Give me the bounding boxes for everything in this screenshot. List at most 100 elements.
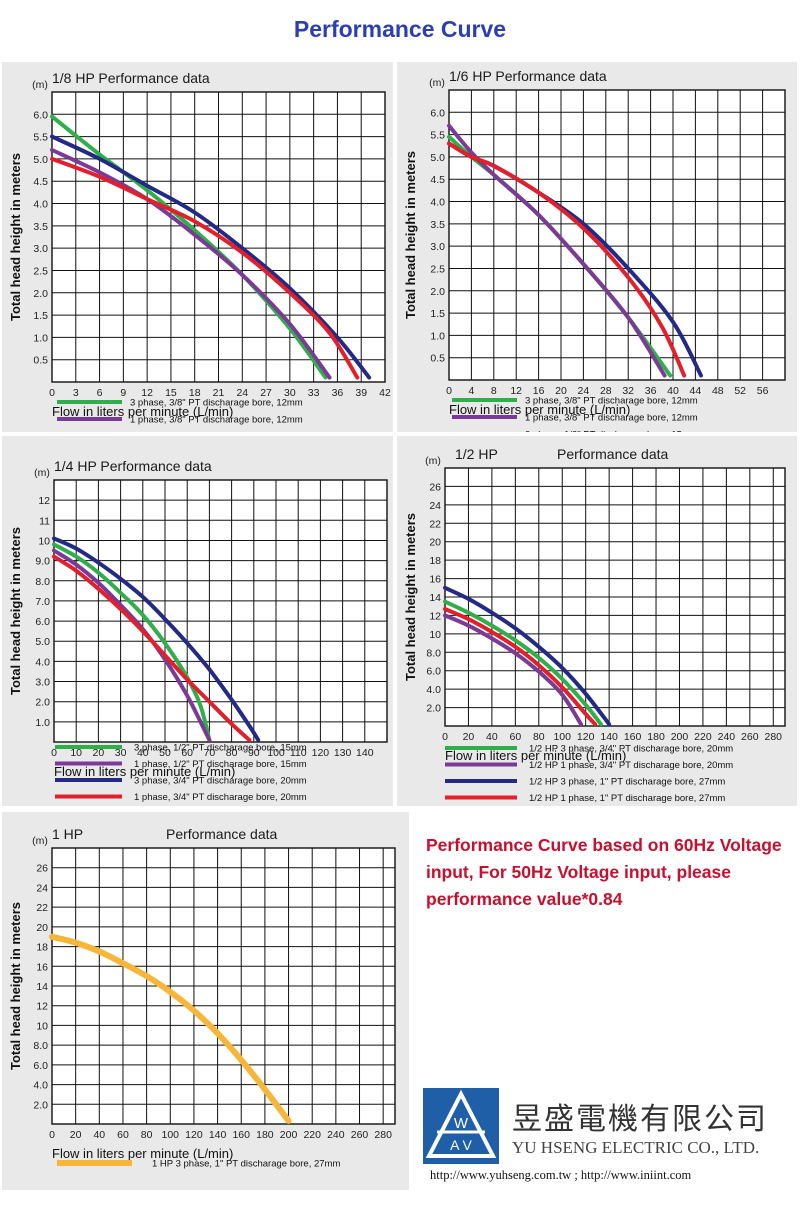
y-tick-label: 10 xyxy=(38,535,50,547)
y-tick-label: 5.0 xyxy=(35,636,50,648)
logo-letter-top: W xyxy=(454,1115,469,1132)
x-tick-label: 100 xyxy=(267,747,285,759)
y-tick-label: 2.5 xyxy=(33,265,48,277)
y-tick-label: 5.5 xyxy=(33,132,48,144)
chart-panel-one-hp: 0 20 40 60 80 100 120 140 160 180 200 220 240 260 280 2… xyxy=(2,812,409,1190)
x-tick-label: 120 xyxy=(185,1129,203,1141)
x-tick-label: 10 xyxy=(70,747,82,759)
x-tick-label: 100 xyxy=(553,731,571,743)
x-tick-label: 240 xyxy=(718,731,736,743)
x-axis-label: Flow in liters per minute (L/min) xyxy=(52,404,233,419)
y-tick-label: 1.0 xyxy=(35,717,50,729)
legend-label: 1/2 HP 3 phase, 3/4" PT discharage bore,… xyxy=(529,744,733,755)
y-tick-label: 4.5 xyxy=(430,174,445,186)
y-unit-label: (m) xyxy=(32,79,48,91)
x-tick-label: 280 xyxy=(374,1129,392,1141)
y-tick-label: 5.5 xyxy=(430,130,445,142)
x-tick-label: 220 xyxy=(694,731,712,743)
x-tick-label: 40 xyxy=(93,1129,105,1141)
x-tick-label: 140 xyxy=(600,731,618,743)
company-name-english: YU HSENG ELECTRIC CO., LTD. xyxy=(512,1138,760,1157)
y-tick-label: 22 xyxy=(36,902,48,914)
y-tick-label: 1.5 xyxy=(430,308,445,320)
chart-quarter-hp: 0 10 20 30 40 50 60 70 80 90 100 110 120 130 140 1.0 2.0… xyxy=(8,458,388,803)
grid xyxy=(448,90,785,380)
y-tick-label: 18 xyxy=(429,555,441,567)
y-tick-label: 3.0 xyxy=(430,241,445,253)
y-tick-label: 2.0 xyxy=(430,286,445,298)
x-tick-label: 220 xyxy=(303,1129,321,1141)
x-tick-label: 80 xyxy=(533,731,545,743)
y-tick-label: 20 xyxy=(429,537,441,549)
y-tick-label: 12 xyxy=(36,1001,48,1013)
y-unit-label: (m) xyxy=(429,77,445,89)
y-tick-label: 0.5 xyxy=(430,353,445,365)
y-tick-label: 4.5 xyxy=(33,176,48,188)
x-tick-label: 40 xyxy=(137,747,149,759)
x-tick-label: 200 xyxy=(671,731,689,743)
x-tick-label: 60 xyxy=(510,731,522,743)
y-tick-label: 1.5 xyxy=(33,310,48,322)
x-tick-label: 9 xyxy=(120,387,126,399)
voltage-note: Performance Curve based on 60Hz Voltage … xyxy=(426,835,782,909)
y-tick-label: 12 xyxy=(38,495,50,507)
y-axis-label: Total head height in meters xyxy=(403,513,418,681)
y-tick-label: 3.0 xyxy=(35,677,50,689)
x-tick-label: 80 xyxy=(226,747,238,759)
x-tick-label: 40 xyxy=(486,731,498,743)
y-tick-label: 3.0 xyxy=(33,243,48,255)
x-axis-label: Flow in liters per minute (L/min) xyxy=(54,764,235,779)
x-axis-label: Flow in liters per minute (L/min) xyxy=(52,1146,233,1161)
x-tick-label: 120 xyxy=(577,731,595,743)
x-tick-label: 56 xyxy=(757,385,769,397)
x-tick-label: 12 xyxy=(141,387,153,399)
x-tick-label: 140 xyxy=(209,1129,227,1141)
x-tick-label: 32 xyxy=(622,385,634,397)
y-tick-label: 10 xyxy=(429,629,441,641)
grid xyxy=(444,468,785,726)
company-urls: http://www.yuhseng.com.tw ; http://www.i… xyxy=(430,1168,692,1182)
legend-label: 1 phase, 1/2" PT discharage bore, 15mm xyxy=(134,759,307,770)
y-tick-label: 4.0 xyxy=(33,1080,48,1092)
x-tick-label: 110 xyxy=(290,747,307,759)
series-line xyxy=(443,607,598,727)
chart-sixth-hp: 0 4 8 12 16 20 24 28 32 36 40 44 48 52 560.51.01.52.02… xyxy=(403,68,786,432)
x-tick-label: 16 xyxy=(533,385,545,397)
series-line xyxy=(49,933,292,1124)
x-tick-label: 48 xyxy=(712,385,724,397)
y-tick-label: 6.0 xyxy=(33,1060,48,1072)
x-tick-label: 42 xyxy=(379,387,391,399)
y-tick-label: 4.0 xyxy=(430,197,445,209)
x-tick-label: 24 xyxy=(578,385,590,397)
y-tick-label: 4.0 xyxy=(426,684,441,696)
plot-area xyxy=(448,89,786,381)
chart-title: 1 HP xyxy=(52,826,83,842)
chart-title: 1/6 HP Performance data xyxy=(449,68,607,84)
company-logo: W A V xyxy=(423,1088,499,1164)
y-tick-label: 6.0 xyxy=(33,109,48,121)
chart-title: 1/8 HP Performance data xyxy=(52,70,210,86)
y-axis-label: Total head height in meters xyxy=(8,527,23,695)
x-tick-label: 36 xyxy=(645,385,657,397)
y-tick-label: 11 xyxy=(39,515,50,527)
logo-mark-icon: W A V xyxy=(425,1089,497,1158)
x-tick-label: 30 xyxy=(284,387,296,399)
y-tick-label: 1.0 xyxy=(33,332,48,344)
x-tick-label: 130 xyxy=(334,747,352,759)
x-tick-label: 0 xyxy=(446,385,452,397)
legend-label: 3 phase, 3/8" PT discharage bore, 12mm xyxy=(525,396,698,407)
y-tick-label: 9.0 xyxy=(35,556,50,568)
x-tick-label: 20 xyxy=(555,385,567,397)
x-tick-label: 140 xyxy=(356,747,374,759)
legend-label: 3 phase, 1/2" PT discharage bore, 15mm xyxy=(134,743,307,754)
x-tick-label: 90 xyxy=(248,747,260,759)
series-line xyxy=(50,148,332,380)
page-title: Performance Curve xyxy=(293,16,507,42)
y-tick-label: 26 xyxy=(36,863,48,875)
x-tick-label: 52 xyxy=(734,385,746,397)
y-tick-label: 2.0 xyxy=(33,1099,48,1111)
y-tick-label: 10 xyxy=(36,1020,48,1032)
y-axis-label: Total head height in meters xyxy=(8,153,23,321)
x-tick-label: 18 xyxy=(189,387,201,399)
x-tick-label: 24 xyxy=(236,387,248,399)
